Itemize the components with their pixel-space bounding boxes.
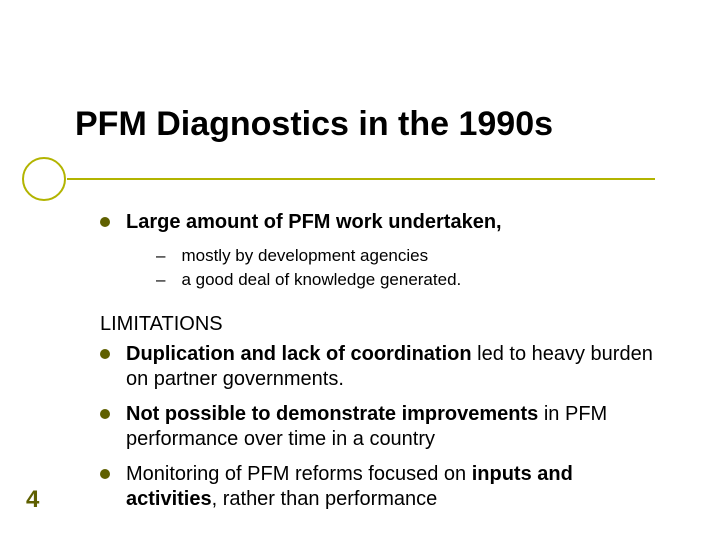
title-underline [67, 178, 655, 180]
page-number: 4 [26, 486, 39, 514]
bullet-dot-icon [100, 409, 110, 419]
bullet-text: Not possible to demonstrate improvements… [126, 402, 660, 452]
bullet-text: Duplication and lack of coordination led… [126, 342, 660, 392]
bullet-text: Monitoring of PFM reforms focused on inp… [126, 462, 660, 512]
slide-body: Large amount of PFM work undertaken, – m… [100, 210, 660, 522]
sub-bullet-text: a good deal of knowledge generated. [181, 269, 461, 291]
limitation-2: Not possible to demonstrate improvements… [100, 402, 660, 452]
slide: PFM Diagnostics in the 1990s Large amoun… [0, 0, 720, 540]
sub-bullet-2: – a good deal of knowledge generated. [156, 269, 660, 291]
sub-bullet-text: mostly by development agencies [181, 245, 428, 267]
bullet-text: Large amount of PFM work undertaken, [126, 210, 502, 235]
limitations-heading: LIMITATIONS [100, 313, 660, 336]
bullet-dot-icon [100, 217, 110, 227]
bullet-dot-icon [100, 469, 110, 479]
slide-title: PFM Diagnostics in the 1990s [75, 105, 553, 144]
limitation-3: Monitoring of PFM reforms focused on inp… [100, 462, 660, 512]
limitation-1: Duplication and lack of coordination led… [100, 342, 660, 392]
sub-bullet-1: – mostly by development agencies [156, 245, 660, 267]
dash-icon: – [156, 245, 165, 267]
bullet-dot-icon [100, 349, 110, 359]
bullet-point-1: Large amount of PFM work undertaken, [100, 210, 660, 235]
dash-icon: – [156, 269, 165, 291]
accent-circle-icon [22, 157, 66, 201]
